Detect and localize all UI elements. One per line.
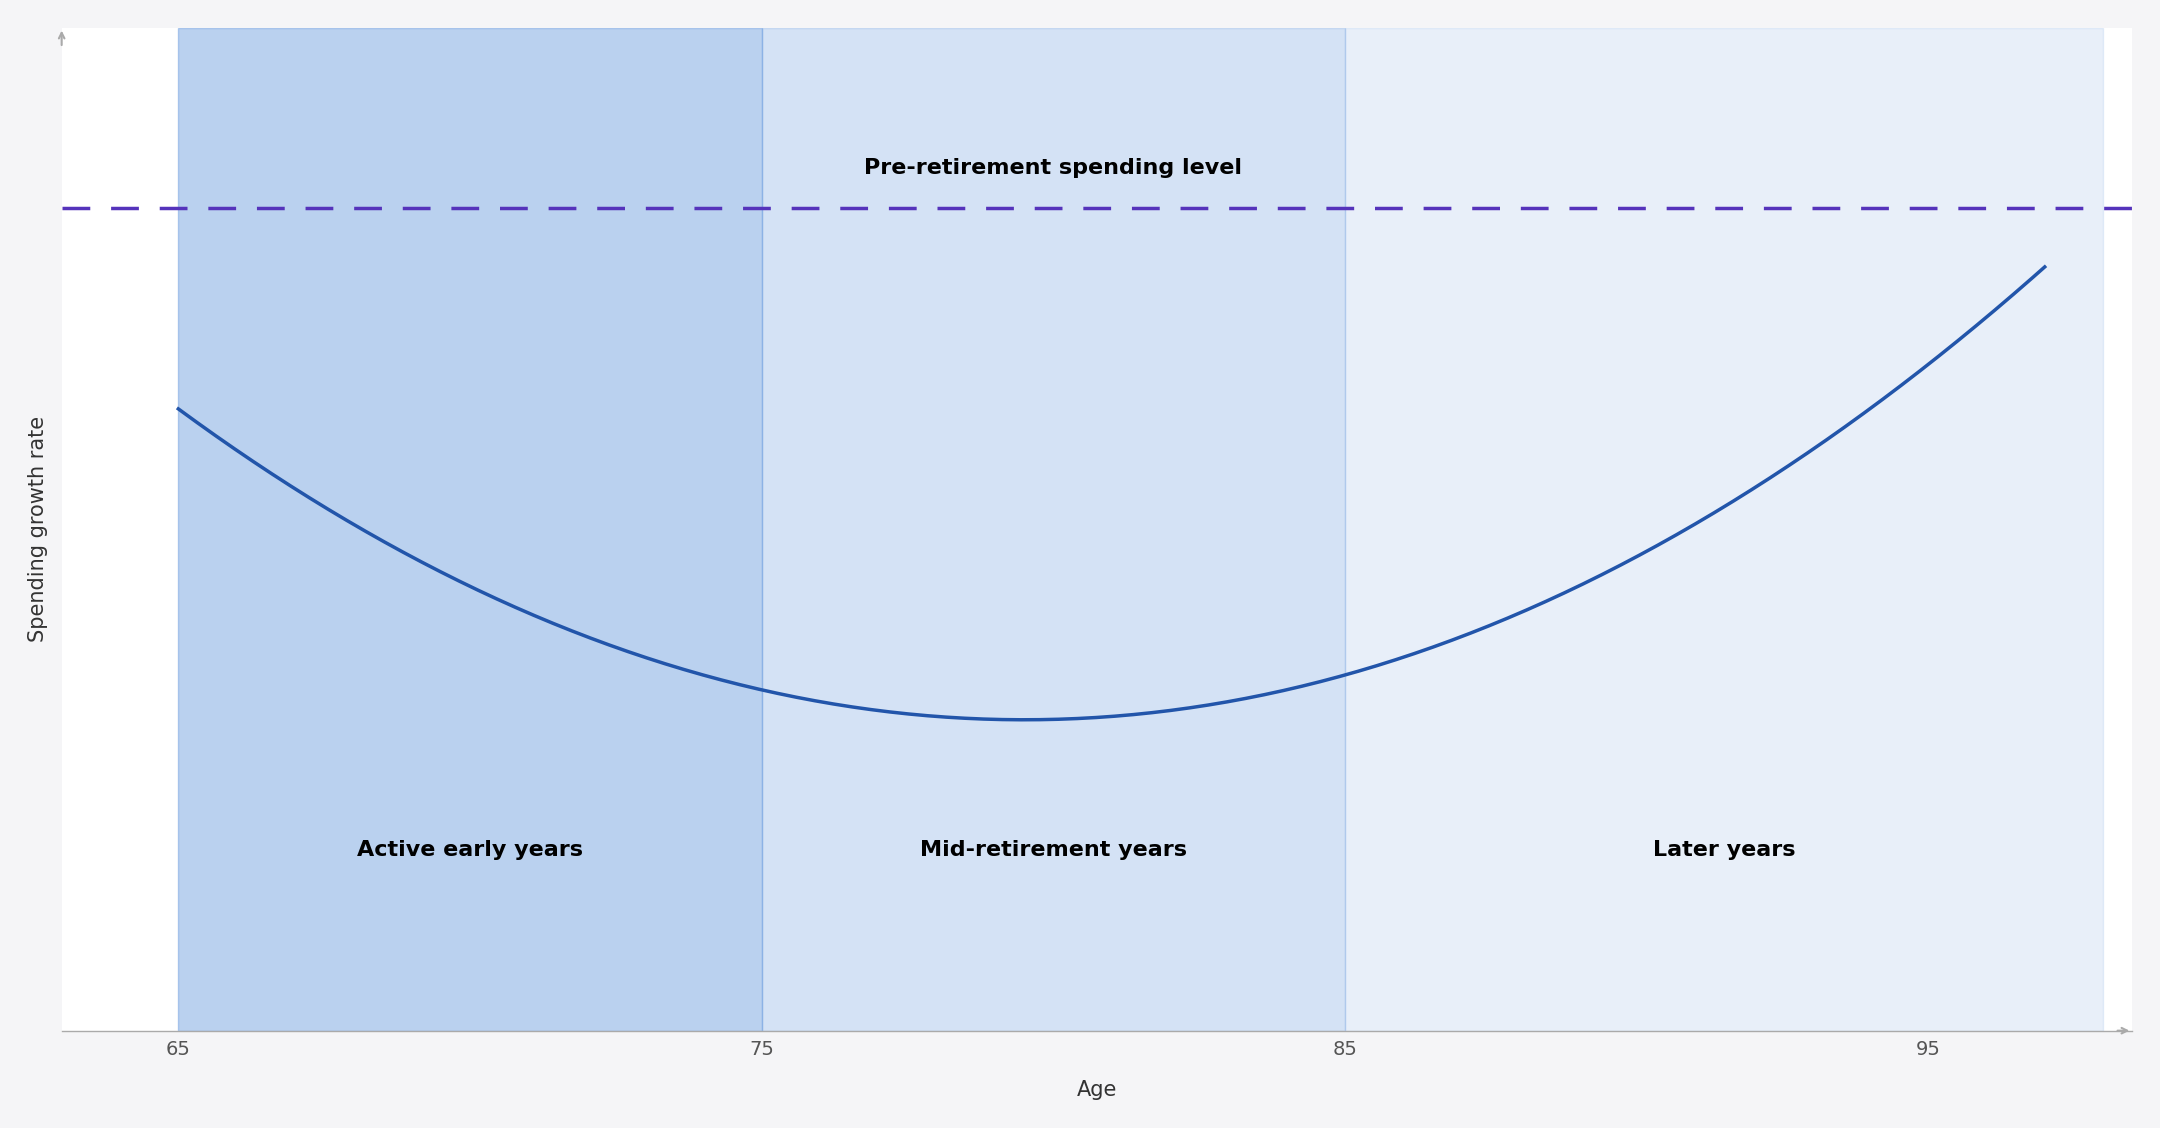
Bar	[1346, 28, 2104, 1031]
Bar	[179, 28, 762, 1031]
Text: Pre-retirement spending level: Pre-retirement spending level	[864, 158, 1242, 178]
Text: Mid-retirement years: Mid-retirement years	[920, 840, 1186, 861]
Bar	[762, 28, 1346, 1031]
X-axis label: Age: Age	[1076, 1081, 1117, 1100]
Text: Active early years: Active early years	[356, 840, 583, 861]
Y-axis label: Spending growth rate: Spending growth rate	[28, 416, 48, 642]
Text: Later years: Later years	[1652, 840, 1795, 861]
